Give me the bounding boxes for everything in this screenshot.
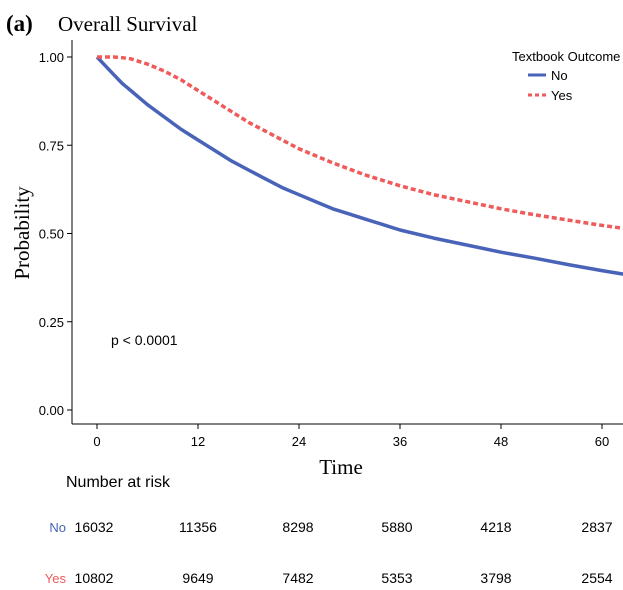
risk-row-label: Yes [45, 571, 67, 586]
series-line-no [95, 55, 623, 276]
y-tick-label: 0.50 [39, 227, 64, 242]
y-tick-label: 0.25 [39, 315, 64, 330]
risk-value: 2837 [581, 519, 612, 535]
y-ticks: 0.00 0.25 0.50 0.75 1.00 [39, 50, 72, 418]
risk-value: 9649 [182, 570, 213, 586]
risk-table: Number at risk No 16032 11356 8298 5880 4218 2… [45, 474, 613, 586]
risk-value: 7482 [282, 570, 313, 586]
risk-value: 10802 [75, 570, 114, 586]
legend-label-yes: Yes [551, 88, 573, 103]
risk-row-label: No [49, 520, 66, 535]
axes [71, 40, 623, 425]
y-tick-label: 0.00 [39, 403, 64, 418]
figure-label: (a) [6, 11, 33, 36]
survival-curves [95, 55, 623, 276]
risk-value: 11356 [179, 519, 217, 535]
y-tick-label: 0.75 [39, 138, 64, 153]
x-axis-label: Time [319, 455, 363, 479]
y-tick-label: 1.00 [39, 50, 64, 65]
x-ticks: 0 12 24 36 48 60 [93, 424, 609, 449]
x-tick-label: 60 [595, 434, 609, 449]
x-tick-label: 48 [494, 434, 508, 449]
x-tick-label: 12 [191, 434, 205, 449]
risk-value: 16032 [75, 519, 114, 535]
risk-value: 3798 [480, 570, 511, 586]
legend-title: Textbook Outcome [512, 49, 620, 64]
risk-table-title: Number at risk [66, 474, 171, 491]
legend: Textbook Outcome No Yes [512, 49, 620, 103]
x-tick-label: 36 [393, 434, 407, 449]
y-axis-label: Probability [10, 186, 34, 280]
risk-value: 8298 [282, 519, 313, 535]
risk-value: 4218 [480, 519, 511, 535]
legend-label-no: No [551, 68, 568, 83]
x-tick-label: 0 [93, 434, 100, 449]
risk-value: 5880 [381, 519, 412, 535]
x-tick-label: 24 [292, 434, 306, 449]
risk-value: 2554 [581, 570, 612, 586]
chart-title: Overall Survival [58, 12, 198, 36]
risk-value: 5353 [381, 570, 412, 586]
p-value-annotation: p < 0.0001 [111, 332, 178, 348]
series-line-yes [97, 55, 623, 231]
